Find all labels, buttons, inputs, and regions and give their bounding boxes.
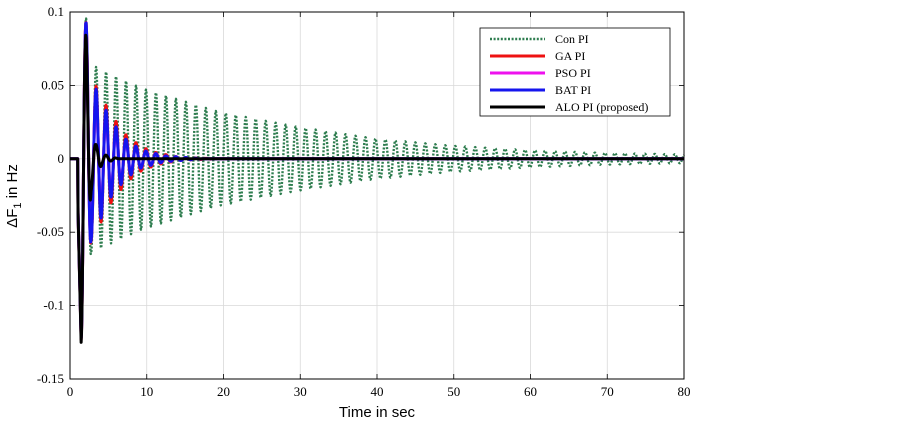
x-tick-label: 70 (601, 384, 614, 399)
y-tick-label: -0.15 (37, 371, 64, 386)
y-tick-label: -0.05 (37, 224, 64, 239)
legend-label: GA PI (555, 49, 585, 63)
legend: Con PI GA PI PSO PI BAT PI ALO PI (proposed) (479, 27, 671, 117)
y-tick-label: 0.1 (48, 4, 64, 19)
series-line (70, 33, 686, 344)
x-tick-labels: 0 10 20 30 40 50 60 70 80 (67, 384, 691, 399)
x-tick-label: 30 (294, 384, 307, 399)
y-axis-label-tail: in Hz (4, 164, 21, 202)
legend-label: BAT PI (555, 83, 591, 97)
x-tick-label: 50 (447, 384, 460, 399)
y-tick-label: -0.1 (43, 298, 64, 313)
y-tick-label: 0 (58, 151, 65, 166)
x-tick-label: 0 (67, 384, 74, 399)
y-tick-labels: 0.1 0.05 0 -0.05 -0.1 -0.15 (37, 4, 64, 386)
y-axis-label-subscript: 1 (12, 203, 24, 209)
legend-label: PSO PI (555, 66, 591, 80)
legend-label: Con PI (555, 32, 589, 46)
y-axis-label: ΔF1 in Hz (4, 164, 24, 228)
x-tick-label: 60 (524, 384, 537, 399)
x-tick-label: 80 (678, 384, 691, 399)
x-tick-label: 40 (371, 384, 384, 399)
x-tick-label: 10 (140, 384, 153, 399)
series-layer (70, 17, 686, 344)
y-axis-label-main: ΔF (4, 209, 21, 228)
x-tick-label: 20 (217, 384, 230, 399)
tick-marks (69, 11, 685, 380)
x-axis-label: Time in sec (339, 404, 416, 421)
legend-label: ALO PI (proposed) (555, 100, 648, 114)
series-line (70, 17, 686, 344)
y-tick-label: 0.05 (41, 77, 64, 92)
